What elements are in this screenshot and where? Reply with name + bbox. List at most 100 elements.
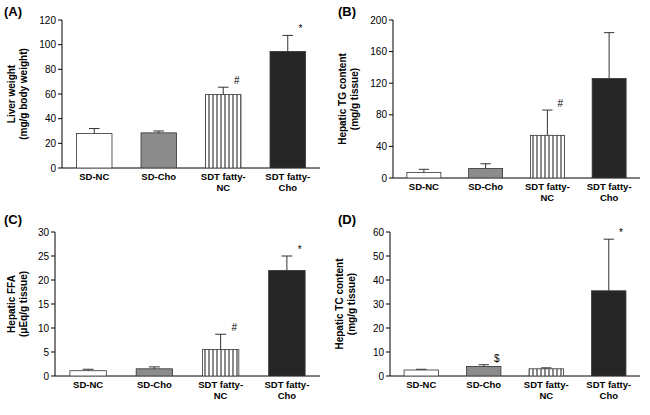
- y-tick-label: 20: [373, 323, 385, 334]
- bar: [70, 371, 106, 376]
- x-tick-label: SDT fatty-NC: [201, 171, 246, 193]
- error-cap: [419, 169, 429, 170]
- x-tick-label: SD-NC: [406, 379, 436, 390]
- error-stem: [286, 256, 287, 270]
- y-tick-label: 40: [376, 141, 388, 152]
- x-tick-label-line: Cho: [600, 192, 619, 203]
- y-tick-label: 50: [373, 251, 385, 262]
- panel-title: (C): [4, 212, 22, 227]
- error-stem: [485, 164, 486, 169]
- bar: [404, 370, 438, 376]
- bar: [270, 51, 305, 168]
- bar: [77, 133, 112, 168]
- y-axis-label: Hepatic TG content: [337, 52, 348, 144]
- y-tick-label: 120: [370, 78, 387, 89]
- bars: [77, 35, 306, 168]
- bar: [206, 95, 241, 168]
- y-tick: [389, 20, 393, 21]
- error-bar: [89, 129, 100, 134]
- y-tick: [389, 51, 393, 52]
- significance-mark: *: [619, 227, 623, 238]
- y-tick: [386, 304, 390, 305]
- y-tick: [58, 94, 62, 95]
- error-stem: [220, 334, 221, 349]
- x-tick-label: SD-Cho: [137, 379, 172, 390]
- bar: [407, 172, 441, 178]
- error-bar: [416, 369, 426, 371]
- x-tick-label-line: SDT fatty-: [525, 181, 570, 192]
- y-tick: [51, 352, 55, 353]
- x-tick-label: SD-NC: [73, 379, 103, 390]
- x-tick-label-line: SDT fatty-: [587, 181, 632, 192]
- y-tick-label: 100: [39, 39, 56, 50]
- error-bar: [604, 33, 614, 79]
- bar: [529, 369, 563, 376]
- x-tick-label: SDT fatty-Cho: [265, 171, 310, 193]
- y-tick: [389, 178, 393, 179]
- y-tick-label: 5: [43, 347, 49, 358]
- panel: (C)Hepatic FFA(μEq/g tissue)051015202530…: [4, 212, 320, 401]
- x-tick-label-line: SD-Cho: [468, 181, 503, 192]
- y-tick-label: 200: [370, 15, 387, 26]
- y-axis-line: [393, 20, 394, 178]
- y-axis-label: (mg/g tissue): [346, 273, 357, 335]
- y-tick: [58, 143, 62, 144]
- y-axis-label: Liver weight: [6, 64, 17, 123]
- y-tick: [389, 146, 393, 147]
- error-cap: [604, 32, 614, 33]
- y-tick-label: 0: [381, 173, 387, 184]
- y-tick: [58, 118, 62, 119]
- figure: (A)Liver weight(mg/g body weight)0204060…: [0, 0, 650, 415]
- bar: [530, 135, 564, 178]
- error-bar: [479, 365, 489, 367]
- x-tick-label-line: SD-NC: [409, 181, 439, 192]
- y-tick-label: 15: [38, 299, 50, 310]
- error-cap: [604, 239, 614, 240]
- bar: [269, 270, 305, 376]
- x-tick-label: SD-NC: [409, 181, 439, 192]
- x-tick-label-line: SD-NC: [406, 379, 436, 390]
- panel-title: (A): [4, 4, 22, 19]
- y-tick-label: 30: [373, 299, 385, 310]
- error-bar: [83, 369, 94, 370]
- x-tick-label-line: SDT fatty-: [524, 379, 569, 390]
- y-tick-label: 10: [38, 323, 50, 334]
- x-tick-label-line: SD-NC: [79, 171, 109, 182]
- y-axis-label: (μEq/g tissue): [18, 271, 29, 337]
- y-tick-label: 20: [38, 275, 50, 286]
- error-cap: [89, 128, 100, 129]
- error-cap: [83, 369, 94, 370]
- y-tick-label: 120: [39, 15, 56, 26]
- x-tick-label: SDT fatty-NC: [198, 379, 243, 401]
- x-tick-label-line: Cho: [279, 182, 298, 193]
- y-tick-label: 0: [378, 371, 384, 382]
- y-tick: [58, 20, 62, 21]
- x-tick-label-line: NC: [216, 182, 230, 193]
- error-bar: [604, 239, 614, 291]
- x-tick-label-line: SDT fatty-: [264, 379, 309, 390]
- y-tick-label: 160: [370, 46, 387, 57]
- bar: [469, 169, 503, 178]
- x-tick-label-line: NC: [539, 390, 553, 401]
- x-tick-label-line: SDT fatty-: [265, 171, 310, 182]
- error-bar: [215, 334, 226, 349]
- x-tick-label-line: SD-Cho: [141, 171, 176, 182]
- y-axis-label: (mg/g tissue): [349, 68, 360, 130]
- significance-mark: *: [298, 244, 302, 255]
- panel: (D)Hepatic TC content(mg/g tissue)010203…: [334, 212, 640, 401]
- y-tick: [386, 376, 390, 377]
- error-cap: [215, 334, 226, 335]
- panel: (B)Hepatic TG content(mg/g tissue)040801…: [337, 4, 640, 203]
- y-tick-label: 60: [45, 89, 57, 100]
- y-axis-label: Hepatic TC content: [334, 258, 345, 350]
- significance-mark: #: [558, 98, 564, 109]
- error-bar: [282, 35, 293, 51]
- error-stem: [287, 35, 288, 51]
- error-bar: [419, 169, 429, 172]
- y-tick-label: 30: [38, 227, 50, 238]
- error-stem: [608, 239, 609, 291]
- bar: [141, 133, 176, 168]
- x-tick-label-line: Cho: [600, 390, 619, 401]
- y-tick: [51, 232, 55, 233]
- bars: [404, 239, 626, 376]
